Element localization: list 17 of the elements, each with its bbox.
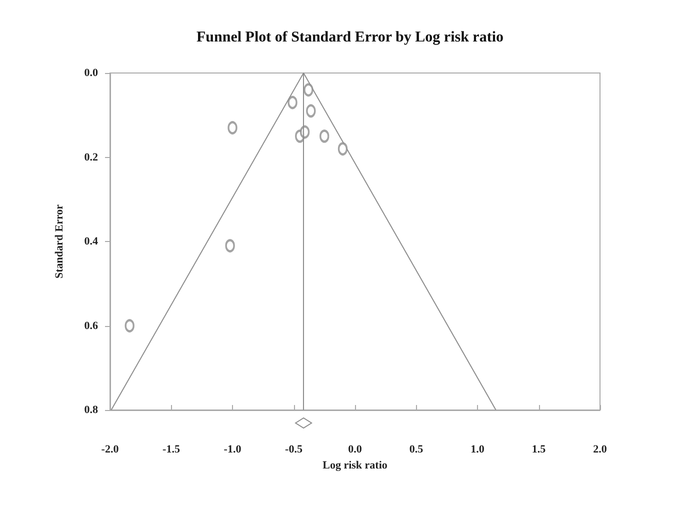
x-tick-label: 0.5 bbox=[409, 444, 424, 456]
x-axis-title: Log risk ratio bbox=[322, 460, 388, 472]
y-axis-title: Standard Error bbox=[54, 204, 66, 279]
y-tick-label: 0.2 bbox=[84, 151, 98, 164]
x-tick-label: 1.5 bbox=[532, 444, 546, 456]
x-tick-label: 1.0 bbox=[470, 444, 485, 456]
x-tick-label: -1.5 bbox=[162, 444, 180, 456]
x-tick-label: -2.0 bbox=[101, 444, 120, 456]
x-tick-label: -1.0 bbox=[224, 444, 242, 456]
x-tick-label: -0.5 bbox=[285, 444, 303, 456]
y-tick-label: 0.0 bbox=[84, 67, 98, 79]
x-tick-label: 2.0 bbox=[593, 444, 608, 456]
y-tick-label: 0.8 bbox=[84, 404, 98, 416]
y-tick-label: 0.6 bbox=[84, 320, 98, 332]
x-tick-label: 0.0 bbox=[348, 444, 362, 456]
chart-title: Funnel Plot of Standard Error by Log risk ratio bbox=[196, 30, 504, 46]
y-tick-label: 0.4 bbox=[84, 236, 98, 248]
